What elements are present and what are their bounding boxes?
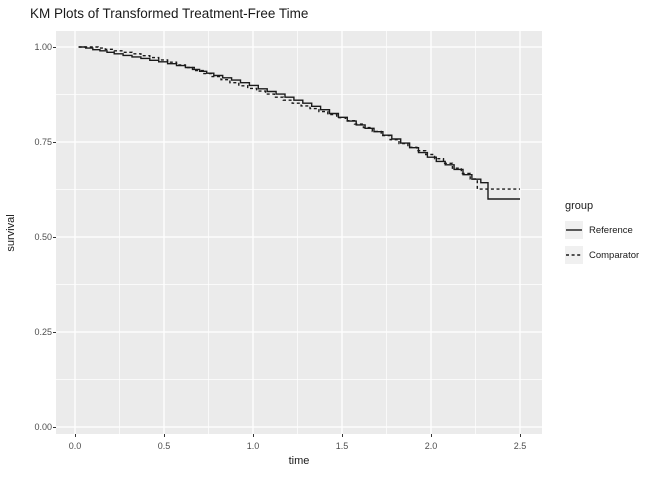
x-tick-mark [164, 434, 165, 437]
y-tick-label: 0.50 [34, 232, 52, 242]
x-tick-mark [431, 434, 432, 437]
y-tick-label: 0.00 [34, 422, 52, 432]
chart-title: KM Plots of Transformed Treatment-Free T… [30, 6, 309, 21]
legend-item-comparator: Comparator [565, 246, 639, 264]
y-tick-mark [53, 427, 56, 428]
y-tick-label: 0.25 [34, 327, 52, 337]
x-tick-label: 2.0 [424, 441, 438, 451]
x-tick-mark [253, 434, 254, 437]
y-tick-mark [53, 47, 56, 48]
plot-canvas [56, 31, 542, 434]
x-tick-mark [342, 434, 343, 437]
x-tick-label: 0.0 [68, 441, 82, 451]
solid-line-icon [565, 221, 583, 239]
survival-curve-reference [78, 46, 520, 200]
x-tick-label: 2.5 [513, 441, 527, 451]
y-tick-mark [53, 332, 56, 333]
dashed-line-icon [565, 246, 583, 264]
legend-item-label: Reference [589, 224, 633, 236]
survival-curve-comparator [78, 46, 520, 190]
x-tick-label: 1.0 [246, 441, 260, 451]
legend: group Reference Comparator [565, 200, 639, 271]
legend-title: group [565, 200, 594, 212]
legend-item-reference: Reference [565, 221, 639, 239]
x-tick-label: 1.5 [335, 441, 349, 451]
y-axis-title: survival [5, 214, 17, 252]
y-tick-mark [53, 142, 56, 143]
x-tick-mark [520, 434, 521, 437]
legend-item-label: Comparator [589, 249, 640, 261]
y-tick-label: 0.75 [34, 137, 52, 147]
x-axis-title: time [288, 455, 310, 467]
plot-panel [56, 31, 542, 434]
x-tick-label: 0.5 [157, 441, 171, 451]
legend-items: Reference Comparator [565, 221, 639, 264]
y-tick-label: 1.00 [34, 42, 52, 52]
y-tick-mark [53, 237, 56, 238]
x-tick-mark [75, 434, 76, 437]
